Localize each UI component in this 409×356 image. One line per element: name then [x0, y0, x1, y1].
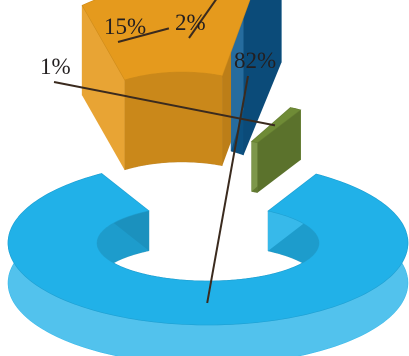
slice-cut-face-1-0: [82, 5, 125, 170]
data-label-1: 1%: [40, 54, 71, 79]
data-labels: 82% 15% 2% 1%: [40, 10, 276, 79]
slice-cut-face-3-1: [257, 109, 301, 193]
slice-tops: [7, 0, 409, 326]
slice-inner-wall-1: [124, 71, 223, 171]
leader-line-2: [188, 0, 217, 39]
slice-top-3: [250, 107, 302, 144]
data-label-2: 2%: [175, 10, 206, 35]
leader-line-1: [117, 27, 170, 43]
leader-lines: [53, 0, 276, 304]
slice-cut-face-2-1: [243, 0, 282, 156]
slice-top-0: [7, 173, 409, 326]
data-label-15: 15%: [104, 14, 146, 39]
slice-top-1: [81, 0, 251, 81]
leader-line-0: [206, 75, 249, 304]
leader-line-3: [53, 81, 276, 127]
data-label-82: 82%: [234, 48, 276, 73]
